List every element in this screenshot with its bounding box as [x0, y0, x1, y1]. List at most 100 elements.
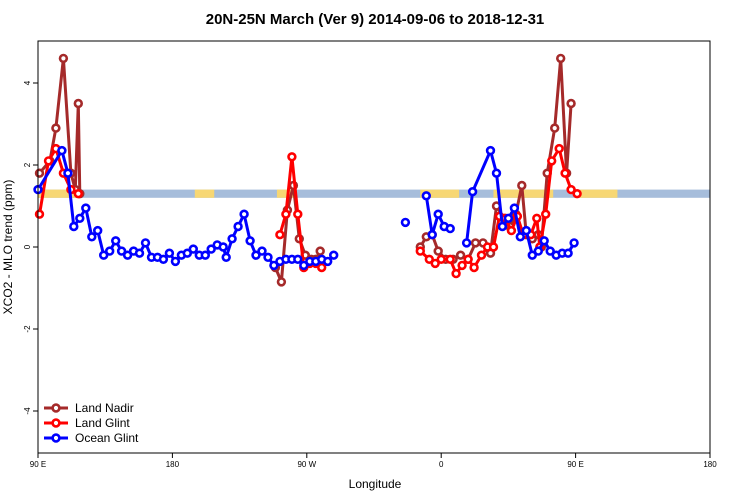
data-point — [497, 221, 508, 232]
data-point — [218, 242, 228, 252]
data-point — [457, 260, 467, 271]
data-point — [506, 225, 517, 236]
y-tick-label: 4 — [23, 80, 32, 85]
data-point — [317, 262, 327, 273]
data-point — [276, 277, 287, 287]
data-point — [75, 213, 85, 224]
data-point — [63, 168, 73, 178]
data-point — [566, 184, 576, 195]
data-point — [69, 221, 79, 232]
data-point — [275, 230, 285, 240]
data-point — [488, 242, 499, 252]
data-point — [158, 254, 169, 264]
data-point — [239, 209, 249, 219]
legend-swatch-marker — [51, 418, 61, 428]
data-point — [517, 180, 527, 191]
plot-frame — [37, 40, 711, 454]
ocean-band — [38, 189, 710, 198]
data-point — [521, 225, 531, 236]
data-point — [451, 268, 461, 279]
data-point — [572, 189, 582, 199]
data-point — [503, 213, 514, 224]
data-point — [58, 53, 69, 64]
data-point — [532, 213, 542, 224]
data-point — [445, 223, 455, 234]
data-point — [110, 236, 121, 246]
data-point — [73, 189, 84, 199]
data-point — [34, 168, 45, 178]
y-tick-label: -4 — [23, 407, 32, 415]
x-tick-label: 90 E — [567, 460, 583, 469]
data-point — [323, 256, 333, 267]
x-axis: 90 E 180 90 W 0 90 E 180 — [30, 453, 717, 469]
legend-label: Land Nadir — [75, 401, 134, 415]
data-point — [122, 250, 133, 260]
data-point — [245, 236, 255, 246]
data-point — [92, 225, 103, 236]
data-point — [57, 145, 67, 156]
data-point — [461, 238, 472, 248]
data-point — [269, 260, 279, 271]
data-point — [116, 246, 127, 256]
data-point — [415, 246, 425, 256]
land-band-segment — [194, 189, 215, 198]
legend-item: Land Nadir — [44, 401, 134, 415]
data-point — [445, 254, 455, 264]
x-tick-label: 90 E — [30, 460, 46, 469]
y-tick-label: 2 — [23, 162, 32, 167]
legend-label: Ocean Glint — [75, 431, 139, 445]
data-point — [43, 156, 54, 166]
data-point — [433, 246, 443, 256]
data-point — [87, 232, 97, 242]
data-point — [545, 246, 555, 256]
series-layer — [33, 53, 582, 287]
data-point — [51, 123, 61, 133]
land-ocean-band — [38, 189, 710, 198]
data-point — [424, 254, 434, 264]
data-point — [170, 256, 181, 267]
data-point — [467, 187, 478, 197]
data-point — [299, 260, 309, 271]
data-point — [509, 203, 520, 213]
y-axis: -4 -2 0 2 4 — [23, 80, 38, 415]
land-band-segment — [38, 189, 80, 198]
legend-swatch-marker — [51, 433, 61, 443]
data-point — [251, 250, 261, 260]
series-land-glint — [34, 143, 582, 279]
data-point — [539, 236, 549, 246]
data-point — [257, 246, 267, 256]
x-tick-label: 0 — [439, 460, 444, 469]
data-point — [315, 246, 325, 256]
data-point — [400, 217, 411, 228]
data-point — [463, 254, 473, 264]
data-point — [281, 209, 291, 219]
land-band-segment — [420, 189, 460, 198]
data-point — [566, 98, 576, 109]
data-point — [527, 250, 537, 260]
legend-item: Land Glint — [44, 416, 130, 430]
data-point — [293, 209, 303, 219]
x-tick-label: 90 W — [297, 460, 316, 469]
land-band-segment — [276, 189, 295, 198]
y-tick-label: 0 — [23, 244, 32, 249]
data-point — [427, 230, 437, 240]
x-axis-label: Longitude — [349, 477, 402, 491]
data-point — [221, 252, 231, 262]
data-point — [200, 250, 211, 260]
data-point — [569, 238, 579, 248]
data-point — [233, 221, 243, 232]
data-point — [546, 156, 557, 166]
data-point — [485, 145, 496, 156]
data-point — [81, 203, 91, 213]
series-ocean-glint — [33, 145, 579, 271]
data-point — [533, 246, 543, 256]
data-point — [433, 209, 443, 219]
data-point — [227, 234, 237, 244]
data-point — [470, 238, 481, 248]
data-point — [436, 254, 446, 264]
data-point — [134, 248, 145, 258]
data-point — [164, 248, 175, 258]
data-point — [563, 248, 573, 258]
